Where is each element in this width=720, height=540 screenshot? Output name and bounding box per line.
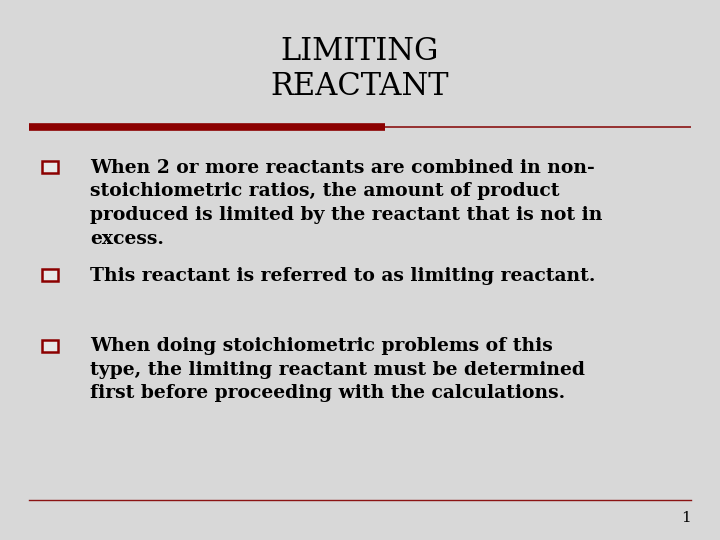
- Bar: [42, 161, 58, 173]
- Bar: [42, 269, 58, 281]
- Text: REACTANT: REACTANT: [271, 71, 449, 102]
- Bar: [42, 340, 58, 352]
- Text: When 2 or more reactants are combined in non-
stoichiometric ratios, the amount : When 2 or more reactants are combined in…: [90, 159, 603, 247]
- Text: When doing stoichiometric problems of this
type, the limiting reactant must be d: When doing stoichiometric problems of th…: [90, 337, 585, 402]
- Text: LIMITING: LIMITING: [281, 36, 439, 67]
- Text: This reactant is referred to as limiting reactant.: This reactant is referred to as limiting…: [90, 267, 595, 285]
- Text: 1: 1: [681, 511, 691, 525]
